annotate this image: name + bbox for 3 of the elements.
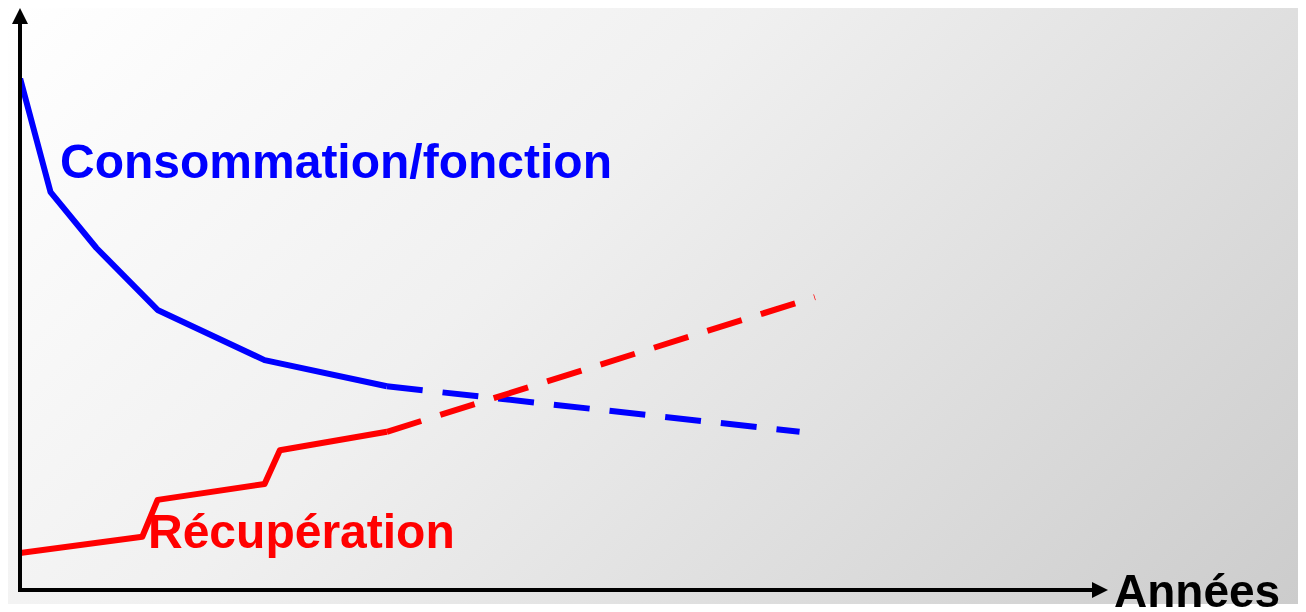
series-label: Consommation/fonction — [60, 134, 612, 189]
series-label: Récupération — [148, 504, 455, 559]
x-axis-title: Années — [1114, 564, 1281, 612]
